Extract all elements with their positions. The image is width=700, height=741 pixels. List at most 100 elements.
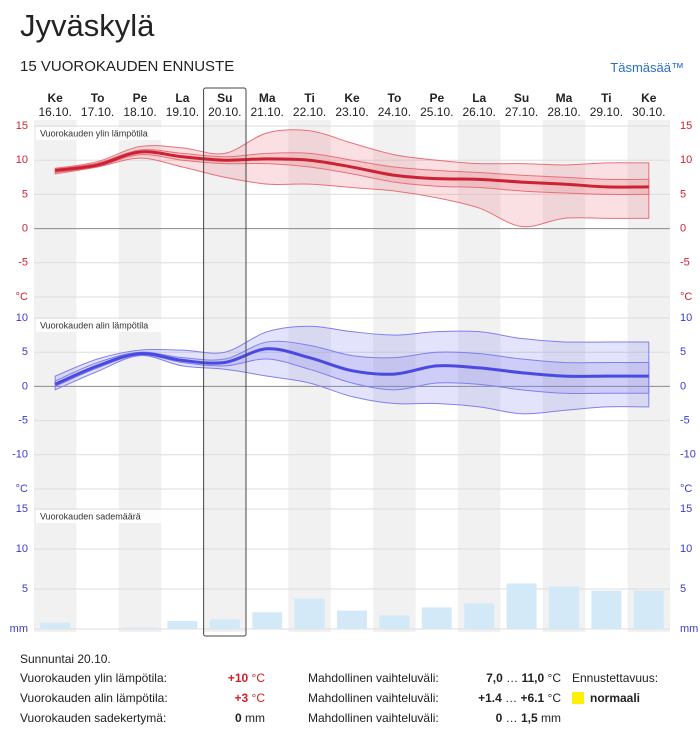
- y-tick-label-right: 10: [680, 312, 692, 324]
- precip-bar: [633, 590, 664, 629]
- precip-bar: [40, 622, 71, 629]
- weekday-label: Su: [217, 91, 232, 105]
- row-label: Vuorokauden alin lämpötila:: [20, 691, 168, 705]
- panel-label: Vuorokauden ylin lämpötila: [36, 127, 164, 140]
- y-tick-label: °C: [16, 291, 28, 303]
- sep: …: [506, 671, 519, 685]
- precip-bar: [337, 610, 367, 629]
- median-line: [54, 347, 649, 386]
- weekday-label: To: [388, 91, 402, 105]
- y-tick-label: 0: [22, 380, 28, 392]
- date-label: 23.10.: [335, 105, 368, 119]
- y-tick-label-right: mm: [680, 623, 698, 635]
- weekday-label: Pe: [429, 91, 444, 105]
- precip-bar: [209, 619, 240, 629]
- weekday-label: La: [175, 91, 189, 105]
- date-label: 27.10.: [505, 105, 538, 119]
- row-value: 0 mm: [235, 711, 265, 725]
- y-tick-label: -5: [18, 415, 28, 427]
- row-value: +3 °C: [235, 691, 266, 705]
- range: 7,0 … 11,0 °C: [486, 671, 561, 685]
- range-label: Mahdollinen vaihteluväli:: [308, 671, 439, 685]
- panel-title: Vuorokauden sademäärä: [40, 511, 141, 521]
- y-tick-label-right: 15: [680, 503, 692, 515]
- y-tick-label: 5: [22, 346, 28, 358]
- low: 7,0: [486, 671, 503, 685]
- panel-label: Vuorokauden sademäärä: [36, 510, 164, 523]
- row-label: Vuorokauden sadekertymä:: [20, 711, 167, 725]
- high: 1,5: [520, 711, 538, 725]
- precip-bar: [294, 598, 325, 629]
- panel-label-bg: [36, 319, 164, 332]
- panel-label-bg: [36, 127, 164, 140]
- high: 11,0: [521, 671, 545, 685]
- weekday-label: Pe: [133, 91, 148, 105]
- date-label: 26.10.: [463, 105, 496, 119]
- y-tick-label-right: °C: [680, 291, 692, 303]
- range: +1.4 … +6.1 °C: [478, 691, 561, 705]
- value: +3: [234, 691, 249, 705]
- date-label: 29.10.: [590, 105, 623, 119]
- y-tick-label-right: 5: [680, 346, 686, 358]
- weekday-label: La: [472, 91, 486, 105]
- footer-day: Sunnuntai 20.10.: [20, 652, 111, 666]
- date-label: 22.10.: [293, 105, 326, 119]
- subtitle: 15 VUOROKAUDEN ENNUSTE: [20, 58, 235, 75]
- y-tick-label: 10: [16, 543, 28, 555]
- sep: …: [505, 711, 518, 725]
- precip-bar: [125, 627, 155, 629]
- column-shade: [458, 120, 501, 632]
- y-tick-label-right: 5: [680, 583, 686, 595]
- precip-bar: [506, 583, 537, 629]
- precip-bar: [379, 615, 410, 629]
- selected-day: [203, 87, 247, 637]
- unit: °C: [251, 691, 265, 705]
- y-tick-label: 5: [22, 583, 28, 595]
- y-tick-label-right: -5: [680, 257, 690, 269]
- precip-bar: [167, 621, 198, 629]
- precip-bar: [421, 607, 452, 629]
- row-value: +10 °C: [228, 671, 265, 685]
- column-shade: [373, 120, 416, 632]
- y-tick-label-right: -5: [680, 415, 690, 427]
- high: +6.1: [520, 691, 545, 705]
- city-title: Jyväskylä: [20, 8, 155, 43]
- y-tick-label-right: °C: [680, 483, 692, 495]
- range-label: Mahdollinen vaihteluväli:: [308, 691, 439, 705]
- y-tick-label-right: 5: [680, 188, 686, 200]
- unit: °C: [547, 691, 561, 705]
- weekday-label: Ma: [556, 91, 573, 105]
- panel-label-bg: [36, 510, 164, 523]
- unit: °C: [251, 671, 265, 685]
- column-shade: [203, 120, 246, 632]
- panel-title: Vuorokauden alin lämpötila: [40, 320, 148, 330]
- row-label: Vuorokauden ylin lämpötila:: [20, 671, 167, 685]
- sep: …: [505, 691, 518, 705]
- panel-label: Vuorokauden alin lämpötila: [36, 319, 164, 332]
- value: 0: [234, 711, 242, 725]
- unit: °C: [547, 671, 561, 685]
- value: +10: [227, 671, 249, 685]
- weekday-label: Ma: [259, 91, 276, 105]
- y-tick-label: mm: [10, 623, 28, 635]
- range-band: [54, 340, 650, 394]
- date-label: 18.10.: [123, 105, 156, 119]
- y-tick-label: 5: [22, 188, 28, 200]
- column-shade: [288, 120, 331, 632]
- precip-bar: [591, 590, 622, 629]
- precip-bar: [549, 586, 579, 629]
- y-tick-label-right: 0: [680, 223, 686, 235]
- date-label: 25.10.: [420, 105, 453, 119]
- panel-title: Vuorokauden ylin lämpötila: [40, 128, 148, 138]
- predictability-value: normaali: [590, 691, 641, 705]
- weekday-label: Ke: [641, 91, 657, 105]
- weekday-label: Ke: [48, 91, 64, 105]
- weekday-label: To: [91, 91, 105, 105]
- predictability-label: Ennustettavuus:: [572, 671, 659, 685]
- y-tick-label-right: -10: [680, 449, 696, 461]
- precip-bar: [252, 612, 283, 629]
- date-label: 30.10.: [632, 105, 665, 119]
- precip-bar: [464, 603, 495, 629]
- brand-link[interactable]: Täsmäsää™: [610, 60, 684, 75]
